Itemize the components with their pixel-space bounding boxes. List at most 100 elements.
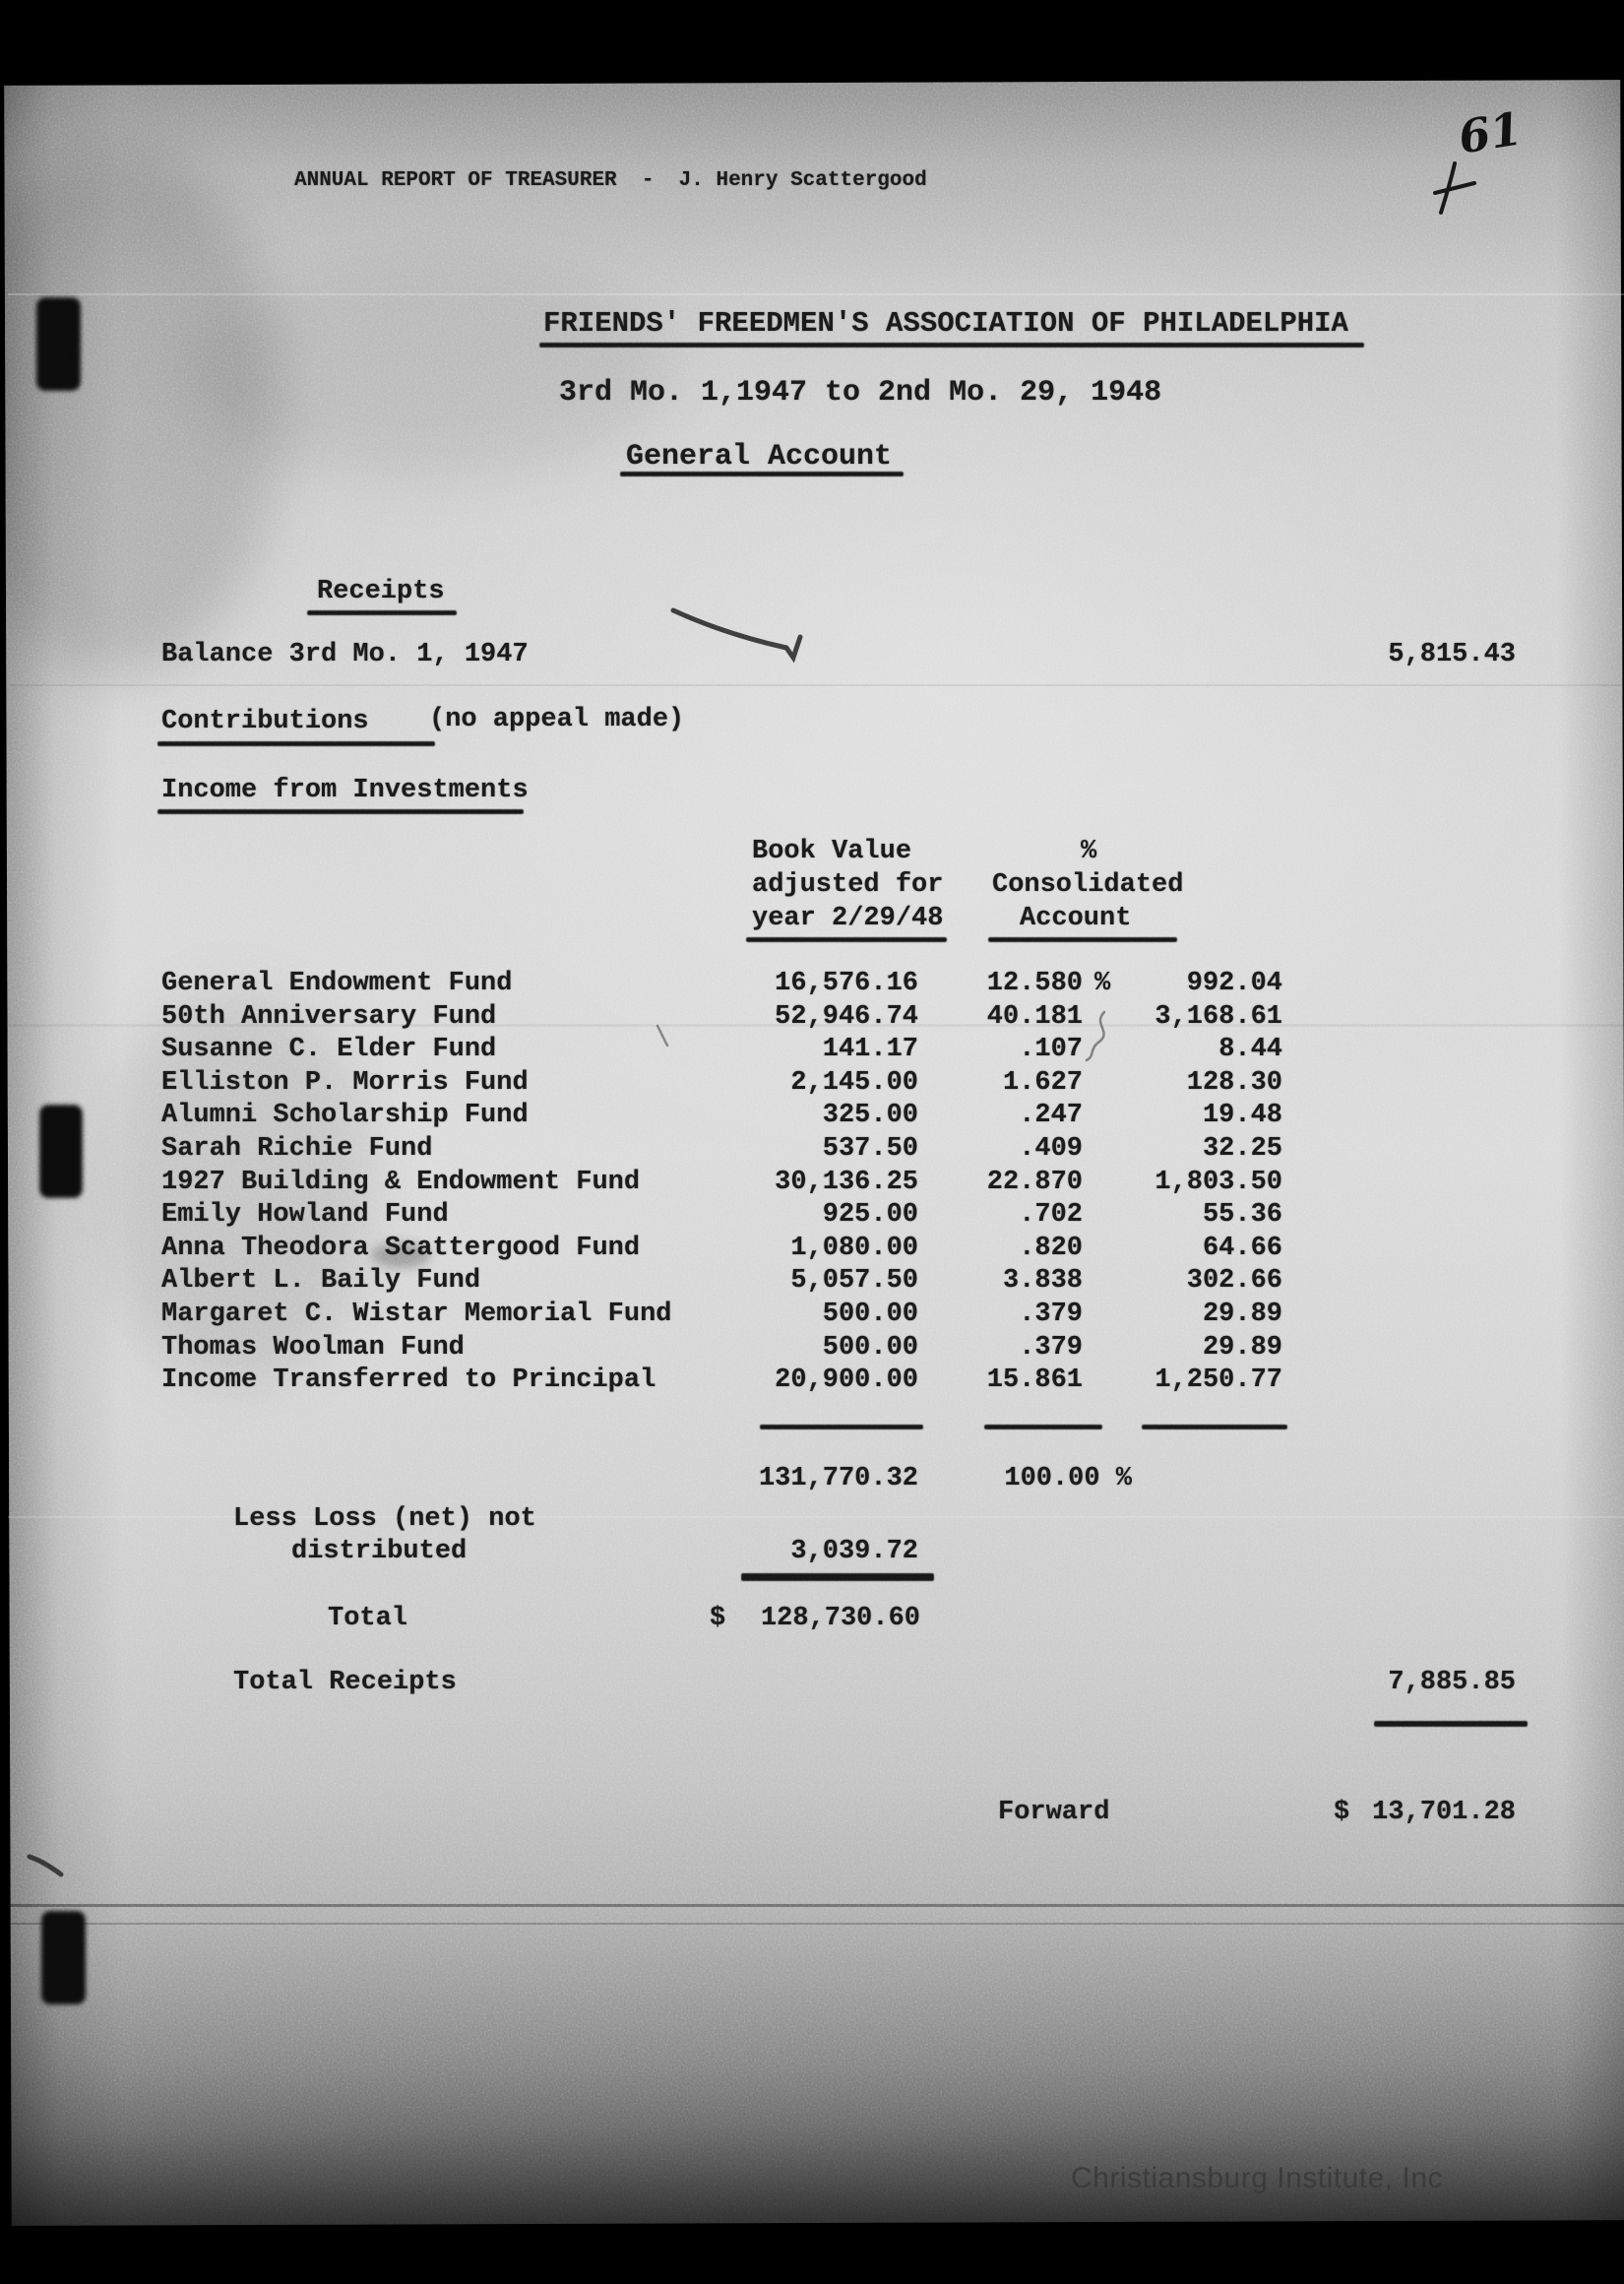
fund-name: Emily Howland Fund bbox=[161, 1200, 449, 1231]
fund-name: Albert L. Baily Fund bbox=[161, 1266, 481, 1297]
binder-tab bbox=[41, 1911, 86, 2004]
ink-smudge bbox=[372, 1242, 431, 1268]
fund-amount: 55.36 bbox=[1202, 1200, 1282, 1231]
receipts-heading: Receipts bbox=[317, 577, 445, 606]
fund-amount: 128.30 bbox=[1186, 1067, 1282, 1098]
total-rule-book-value bbox=[760, 1425, 923, 1429]
report-period: 3rd Mo. 1,1947 to 2nd Mo. 29, 1948 bbox=[559, 376, 1162, 410]
fund-percent: 22.870 bbox=[986, 1167, 1083, 1197]
fund-name: Thomas Woolman Fund bbox=[161, 1332, 465, 1363]
fund-amount: 29.89 bbox=[1202, 1332, 1282, 1363]
col2-header-line2: Consolidated bbox=[992, 870, 1184, 900]
contributions-label: Contributions bbox=[161, 707, 369, 736]
fund-percent: 40.181 bbox=[986, 1001, 1083, 1032]
fund-book-value: 52,946.74 bbox=[775, 1001, 918, 1032]
fund-percent: .379 bbox=[1019, 1299, 1083, 1329]
total-value: 128,730.60 bbox=[760, 1604, 920, 1633]
fund-name: 50th Anniversary Fund bbox=[161, 1001, 497, 1032]
fund-percent: .107 bbox=[1019, 1035, 1083, 1065]
fund-rows: General Endowment Fund 16,576.16 12.580 … bbox=[0, 969, 1624, 1399]
fund-book-value: 500.00 bbox=[822, 1299, 918, 1329]
total-rule-amount bbox=[1142, 1425, 1287, 1429]
col2-underline bbox=[988, 937, 1177, 942]
table-row: 1927 Building & Endowment Fund 30,136.25… bbox=[0, 1168, 1624, 1201]
col1-header-line1: Book Value bbox=[752, 837, 912, 866]
total-receipts-underline bbox=[1374, 1721, 1528, 1727]
fund-book-value: 325.00 bbox=[822, 1101, 918, 1131]
fund-amount: 302.66 bbox=[1186, 1266, 1282, 1297]
total-label: Total bbox=[328, 1604, 408, 1633]
forward-currency-sign: $ bbox=[1334, 1798, 1350, 1827]
fund-amount: 64.66 bbox=[1202, 1233, 1282, 1263]
fund-percent-sign: % bbox=[1094, 969, 1111, 998]
table-row: Anna Theodora Scattergood Fund 1,080.00 … bbox=[0, 1234, 1624, 1267]
fund-book-value: 2,145.00 bbox=[790, 1067, 918, 1098]
fund-name: General Endowment Fund bbox=[161, 969, 513, 998]
binder-tab bbox=[36, 297, 81, 391]
less-loss-value: 3,039.72 bbox=[790, 1537, 918, 1566]
forward-value: 13,701.28 bbox=[1372, 1798, 1516, 1827]
total-rule-percent bbox=[984, 1425, 1102, 1429]
less-loss-line2: distributed bbox=[291, 1537, 468, 1566]
fund-percent: .702 bbox=[1019, 1200, 1083, 1231]
income-heading: Income from Investments bbox=[161, 776, 529, 805]
table-row: Margaret C. Wistar Memorial Fund 500.00 … bbox=[0, 1300, 1624, 1333]
table-row: Alumni Scholarship Fund 325.00 .247 19.4… bbox=[0, 1101, 1624, 1134]
fund-book-value: 20,900.00 bbox=[775, 1365, 918, 1396]
fund-amount: 1,803.50 bbox=[1155, 1167, 1282, 1197]
fund-book-value: 925.00 bbox=[822, 1200, 918, 1231]
col1-header-line3: year 2/29/48 bbox=[752, 904, 944, 933]
fund-percent: 12.580 bbox=[986, 969, 1083, 998]
binder-tab bbox=[39, 1105, 83, 1198]
contributions-underline bbox=[157, 741, 435, 746]
fund-name: Anna Theodora Scattergood Fund bbox=[161, 1233, 641, 1263]
fund-name: Alumni Scholarship Fund bbox=[161, 1101, 529, 1131]
receipts-underline bbox=[307, 610, 457, 615]
total-book-value: 131,770.32 bbox=[758, 1464, 918, 1493]
table-row: Elliston P. Morris Fund 2,145.00 1.627 1… bbox=[0, 1068, 1624, 1102]
col2-header-line3: Account bbox=[1020, 904, 1132, 933]
balance-value: 5,815.43 bbox=[1388, 640, 1516, 669]
table-row: Sarah Richie Fund 537.50 .409 32.25 bbox=[0, 1134, 1624, 1168]
table-row: Albert L. Baily Fund 5,057.50 3.838 302.… bbox=[0, 1266, 1624, 1300]
total-currency-sign: $ bbox=[710, 1604, 726, 1633]
table-row: 50th Anniversary Fund 52,946.74 40.181 3… bbox=[0, 1002, 1624, 1036]
fund-percent: .247 bbox=[1019, 1101, 1083, 1131]
fund-percent: .820 bbox=[1019, 1233, 1083, 1263]
less-loss-underline bbox=[741, 1573, 934, 1581]
handwritten-page-number: 61 bbox=[1455, 101, 1526, 164]
fund-book-value: 500.00 bbox=[822, 1332, 918, 1363]
fund-amount: 1,250.77 bbox=[1155, 1365, 1282, 1396]
table-row: Susanne C. Elder Fund 141.17 .107 8.44 bbox=[0, 1035, 1624, 1068]
page-header: ANNUAL REPORT OF TREASURER - J. Henry Sc… bbox=[294, 169, 927, 192]
fund-book-value: 537.50 bbox=[822, 1133, 918, 1164]
income-underline bbox=[157, 809, 524, 814]
contributions-note: (no appeal made) bbox=[429, 705, 685, 734]
table-row: Thomas Woolman Fund 500.00 .379 29.89 bbox=[0, 1333, 1624, 1366]
table-row: Emily Howland Fund 925.00 .702 55.36 bbox=[0, 1200, 1624, 1234]
total-percent: 100.00 % bbox=[1004, 1464, 1132, 1493]
fund-name: Susanne C. Elder Fund bbox=[161, 1035, 497, 1065]
fund-amount: 8.44 bbox=[1218, 1035, 1282, 1065]
col2-header-line1: % bbox=[1081, 837, 1097, 866]
account-heading: General Account bbox=[626, 440, 893, 474]
fund-amount: 19.48 bbox=[1202, 1101, 1282, 1131]
fund-book-value: 1,080.00 bbox=[790, 1233, 918, 1263]
fund-name: Income Transferred to Principal bbox=[161, 1365, 656, 1396]
fund-book-value: 16,576.16 bbox=[775, 969, 918, 998]
total-receipts-label: Total Receipts bbox=[233, 1668, 457, 1697]
fund-amount: 3,168.61 bbox=[1155, 1001, 1282, 1032]
col1-underline bbox=[746, 937, 947, 942]
watermark-text: Christiansburg Institute, Inc bbox=[1071, 2162, 1444, 2194]
fund-percent: 3.838 bbox=[1002, 1266, 1083, 1297]
fund-percent: .379 bbox=[1019, 1332, 1083, 1363]
fund-percent: .409 bbox=[1019, 1133, 1083, 1164]
fund-percent: 15.861 bbox=[986, 1365, 1083, 1396]
fund-name: 1927 Building & Endowment Fund bbox=[161, 1167, 641, 1197]
page-title: FRIENDS' FREEDMEN'S ASSOCIATION OF PHILA… bbox=[543, 307, 1348, 340]
fund-amount: 992.04 bbox=[1186, 969, 1282, 998]
fund-amount: 29.89 bbox=[1202, 1299, 1282, 1329]
col1-header-line2: adjusted for bbox=[752, 870, 944, 900]
